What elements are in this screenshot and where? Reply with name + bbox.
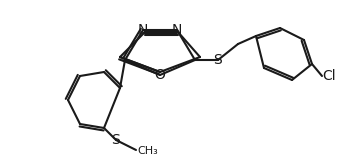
Text: O: O (155, 68, 165, 82)
Text: S: S (214, 53, 222, 67)
Text: N: N (172, 23, 182, 37)
Text: Cl: Cl (322, 69, 336, 83)
Text: CH₃: CH₃ (137, 146, 158, 156)
Text: S: S (112, 133, 120, 147)
Text: N: N (138, 23, 148, 37)
